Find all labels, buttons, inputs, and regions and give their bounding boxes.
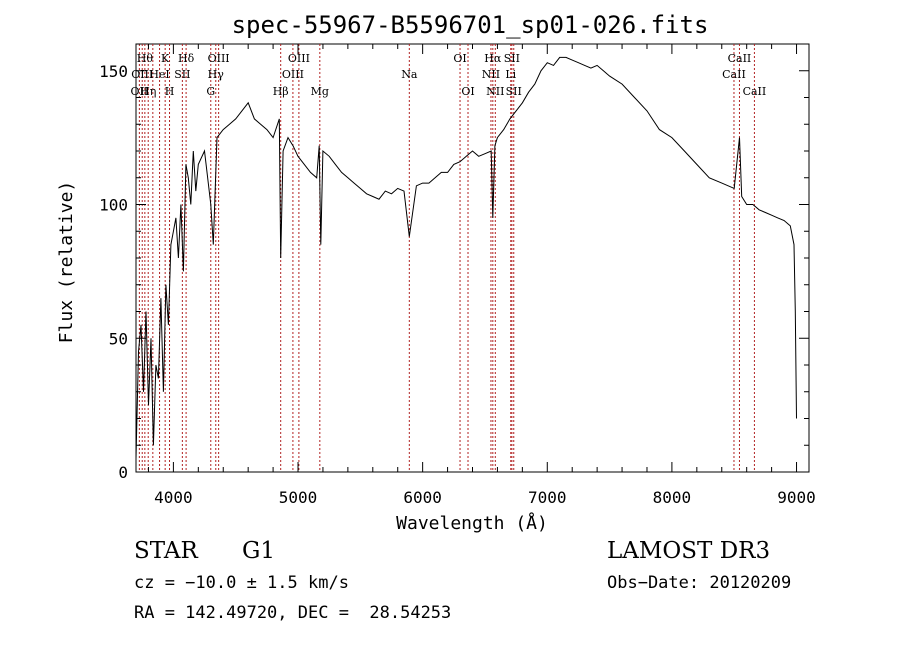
x-tick-label: 4000	[154, 488, 193, 507]
line-marker-label: K	[161, 52, 170, 65]
object-subclass: G1	[242, 538, 276, 564]
redshift-cz: cz = −10.0 ± 1.5 km/s	[134, 573, 349, 593]
x-tick-label: 5000	[279, 488, 318, 507]
line-marker-label: G	[206, 85, 215, 98]
line-marker-label: Mg	[311, 85, 329, 98]
line-marker-label: OIII	[288, 52, 310, 65]
line-marker-label: CaII	[743, 85, 767, 98]
line-marker-label: H	[165, 85, 175, 98]
y-axis-label: Flux (relative)	[56, 181, 77, 344]
line-marker-label: NII	[482, 68, 500, 81]
line-marker-label: OII	[131, 85, 149, 98]
line-marker-label: Hα	[484, 52, 502, 65]
sky-coordinates: RA = 142.49720, DEC = 28.54253	[134, 603, 452, 623]
y-tick-label: 50	[109, 329, 128, 348]
line-marker-label: CaII	[722, 68, 746, 81]
x-tick-label: 7000	[528, 488, 567, 507]
line-marker-label: OI	[461, 85, 474, 98]
object-class: STAR	[134, 538, 198, 564]
y-tick-label: 0	[118, 463, 128, 482]
x-axis-label: Wavelength (Å)	[396, 512, 548, 534]
line-marker-label: Hγ	[208, 68, 225, 81]
line-markers	[138, 44, 755, 472]
line-marker-label: Na	[401, 68, 418, 81]
spectrum-plot: spec-55967-B5596701_sp01-026.fits OII OII…	[56, 11, 816, 534]
line-marker-label: Li	[505, 68, 516, 81]
y-axis-ticks: 0 50 100 150	[99, 43, 809, 482]
line-marker-label: NII	[486, 85, 504, 98]
x-axis-ticks: 4000 5000 6000 7000 8000 9000	[147, 44, 816, 507]
x-tick-label: 8000	[653, 488, 692, 507]
line-marker-label: Hβ	[273, 85, 289, 98]
line-marker-label: OIII	[208, 52, 230, 65]
chart-title: spec-55967-B5596701_sp01-026.fits	[232, 11, 709, 39]
line-marker-labels: OIIOIIIHθHηHeIKHSIIHδGHγOIIIHβOIIIOIIIMg…	[131, 52, 767, 98]
x-tick-label: 9000	[777, 488, 816, 507]
line-marker-label: Hθ	[137, 52, 154, 65]
plot-frame	[135, 43, 810, 473]
line-marker-label: OI	[453, 52, 466, 65]
line-marker-label: HeI	[149, 68, 169, 81]
line-marker-label: Hη	[140, 85, 156, 98]
y-tick-label: 150	[99, 62, 128, 81]
line-marker-label: OIII	[282, 68, 304, 81]
observation-date: Obs−Date: 20120209	[607, 573, 792, 593]
line-marker-label: SII	[504, 52, 520, 65]
y-tick-label: 100	[99, 196, 128, 215]
line-marker-label: Hδ	[178, 52, 195, 65]
spectrum-line	[135, 56, 797, 459]
line-marker-label: SII	[174, 68, 190, 81]
x-tick-label: 6000	[403, 488, 442, 507]
line-marker-label: CaII	[728, 52, 752, 65]
line-marker-label: SII	[506, 85, 522, 98]
survey-name: LAMOST DR3	[607, 538, 771, 564]
